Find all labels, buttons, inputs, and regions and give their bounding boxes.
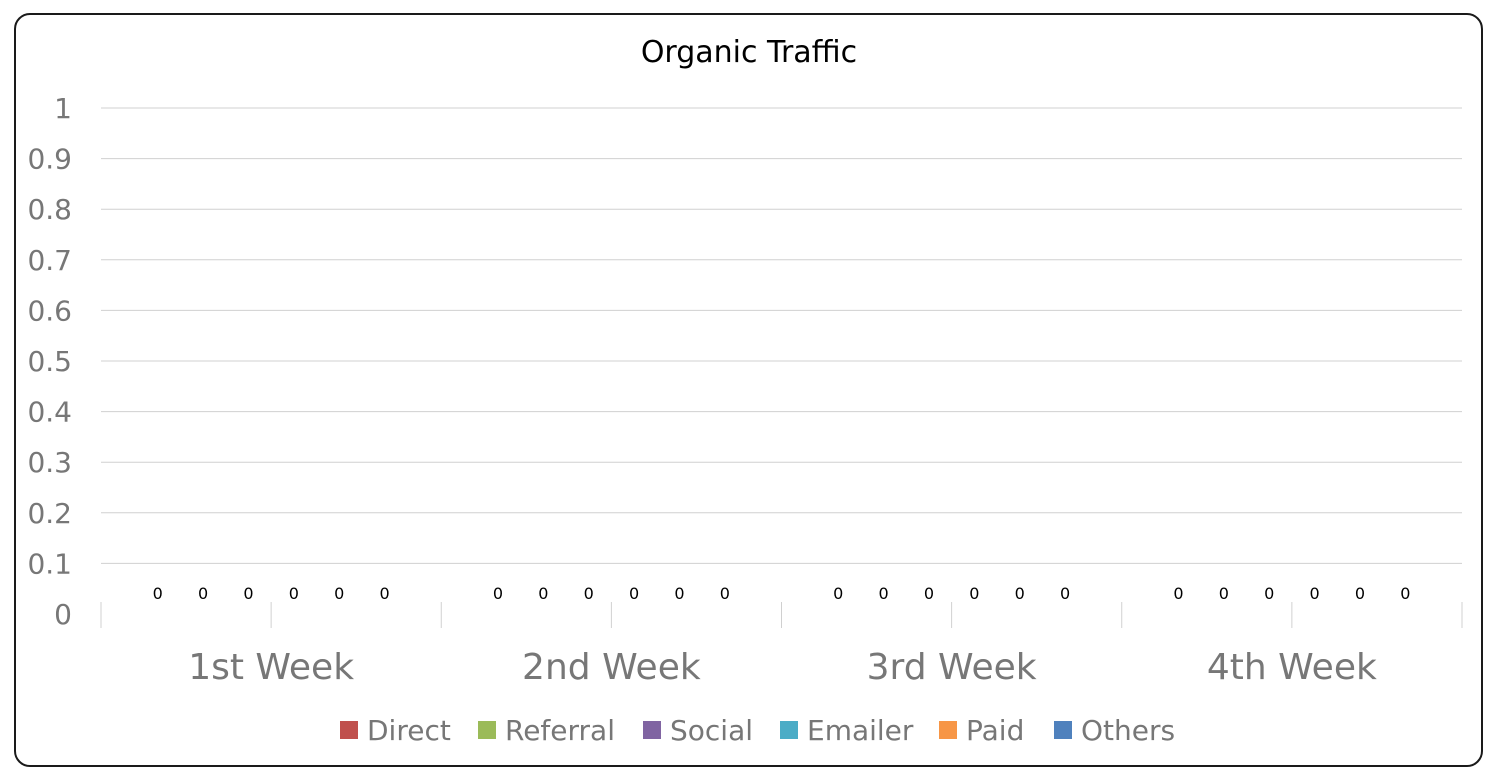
y-axis-ticks: 0 0.1 0.2 0.3 0.4 0.5 0.6 0.7 0.8 0.9 1 [27,92,72,631]
data-label: 0 [1264,584,1274,603]
legend-label-emailer: Emailer [807,714,914,747]
data-label: 0 [674,584,684,603]
y-tick-label: 0.9 [27,143,72,176]
legend-swatch-others [1054,721,1072,739]
data-label: 0 [720,584,730,603]
data-label: 0 [289,584,299,603]
y-tick-label: 0.2 [27,497,72,530]
legend: Direct Referral Social Emailer Paid Others [340,714,1175,747]
data-label: 0 [1173,584,1183,603]
legend-swatch-emailer [780,721,798,739]
data-label: 0 [1400,584,1410,603]
data-label: 0 [833,584,843,603]
chart-frame [14,13,1483,767]
legend-label-social: Social [670,714,753,747]
y-tick-label: 0.5 [27,345,72,378]
data-label: 0 [538,584,548,603]
data-label: 0 [629,584,639,603]
y-tick-label: 0.1 [27,547,72,580]
data-label: 0 [878,584,888,603]
x-tick-label: 3rd Week [867,647,1037,688]
data-label: 0 [1355,584,1365,603]
data-label: 0 [334,584,344,603]
legend-label-others: Others [1081,714,1175,747]
data-label: 0 [243,584,253,603]
data-label: 0 [1219,584,1229,603]
data-label: 0 [379,584,389,603]
legend-label-direct: Direct [367,714,451,747]
data-label: 0 [924,584,934,603]
data-label: 0 [1060,584,1070,603]
x-tick-label: 4th Week [1207,647,1377,688]
x-axis: 1st Week 2nd Week 3rd Week 4th Week [100,602,1463,688]
data-label: 0 [198,584,208,603]
legend-swatch-paid [939,721,957,739]
data-label: 0 [153,584,163,603]
legend-swatch-social [643,721,661,739]
y-tick-label: 0.7 [27,244,72,277]
legend-label-paid: Paid [966,714,1024,747]
legend-swatch-referral [478,721,496,739]
y-tick-label: 0 [54,598,72,631]
data-labels: 0 0 0 0 0 0 0 0 0 0 0 0 0 0 0 0 0 0 0 0 0 0 0 0 [153,584,1411,603]
data-label: 0 [1015,584,1025,603]
y-tick-label: 0.6 [27,294,72,327]
data-label: 0 [969,584,979,603]
legend-swatch-direct [340,721,358,739]
chart-title: Organic Traffic [641,35,857,70]
data-label: 0 [493,584,503,603]
y-tick-label: 1 [54,92,72,125]
y-tick-label: 0.8 [27,193,72,226]
x-tick-label: 1st Week [188,647,354,688]
gridlines [101,107,1462,564]
y-tick-label: 0.3 [27,446,72,479]
x-tick-label: 2nd Week [522,647,701,688]
y-tick-label: 0.4 [27,396,72,429]
data-label: 0 [1309,584,1319,603]
data-label: 0 [584,584,594,603]
legend-label-referral: Referral [505,714,615,747]
